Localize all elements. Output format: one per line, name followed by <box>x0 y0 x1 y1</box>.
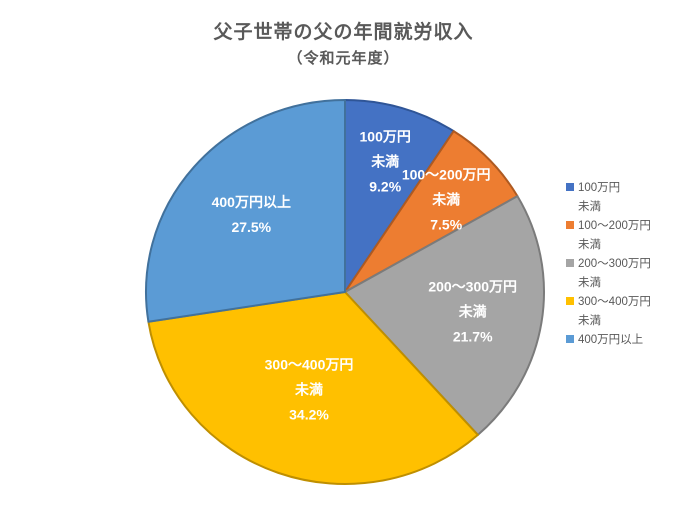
legend-item-label: 300～400万円 <box>566 293 686 312</box>
data-label-2-line-0: 200～300万円 <box>428 279 517 295</box>
data-label-3-line-0: 300～400万円 <box>265 357 354 373</box>
legend-item-label-cont: 未満 <box>578 239 601 251</box>
legend-item-label: 100～200万円 <box>566 217 686 236</box>
pie-slice-4 <box>145 99 346 323</box>
data-label-3-line-2: 34.2% <box>289 407 329 423</box>
data-label-4-line-1: 27.5% <box>231 219 271 235</box>
legend-item-label: 200～300万円 <box>566 255 686 274</box>
legend-color-swatch <box>566 259 574 267</box>
legend-color-swatch <box>566 183 574 191</box>
data-label-4-line-0: 400万円以上 <box>212 194 291 210</box>
data-label-1-line-1: 未満 <box>432 192 460 208</box>
legend-color-swatch <box>566 335 574 343</box>
legend-color-swatch <box>566 297 574 305</box>
legend-item-label-cont: 未満 <box>578 201 601 213</box>
legend-item-1: 100～200万円未満 <box>566 217 686 255</box>
data-label-2-line-2: 21.7% <box>453 329 493 345</box>
pie-slice-3 <box>147 291 479 485</box>
chart-subtitle: （令和元年度） <box>287 50 400 67</box>
pie-slice-0 <box>344 99 455 293</box>
data-label-0-line-0: 100万円 <box>360 128 411 144</box>
data-label-0-line-1: 未満 <box>371 153 399 169</box>
data-label-1-line-0: 100～200万円 <box>402 167 491 183</box>
legend-item-label: 400万円以上 <box>566 331 686 350</box>
pie-slice-2 <box>344 195 545 436</box>
legend-item-label: 100万円 <box>566 179 686 198</box>
chart-title: 父子世帯の父の年間就労収入 <box>213 22 474 43</box>
legend-item-label-cont: 未満 <box>578 277 601 289</box>
legend-item-2: 200～300万円未満 <box>566 255 686 293</box>
data-label-1-line-2: 7.5% <box>430 217 462 233</box>
data-label-3-line-1: 未満 <box>295 382 323 398</box>
chart-legend: 100万円 未満 100～200万円 未満 200～300万円 未満 300～400万円 未満… <box>566 179 686 350</box>
legend-item-3: 300～400万円未満 <box>566 293 686 331</box>
data-label-2-line-1: 未満 <box>459 304 487 320</box>
legend-item-4: 400万円以上 <box>566 331 686 350</box>
legend-item-0: 100万円未満 <box>566 179 686 217</box>
legend-color-swatch <box>566 221 574 229</box>
legend-item-label-cont: 未満 <box>578 315 601 327</box>
data-label-0-line-2: 9.2% <box>369 178 401 194</box>
